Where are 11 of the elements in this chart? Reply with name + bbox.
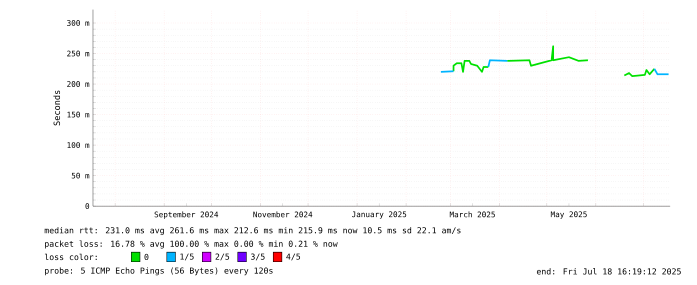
legend-label: 0: [144, 254, 148, 260]
legend-title: loss color:: [44, 254, 97, 260]
legend-label: 3/5: [250, 254, 265, 260]
text: end: Fri Jul 18 16:19:12 2025: [536, 268, 681, 275]
legend-label: 2/5: [216, 254, 230, 260]
text: probe: 5 ICMP Echo Pings (56 Bytes) every 120s: [45, 267, 273, 276]
text: packet loss: 16.78 % avg 100.00 % max 0.00 % min 0.21 % now: [45, 240, 338, 249]
legend-label: 4/5: [286, 254, 300, 260]
legend-label: 1/5: [180, 254, 194, 260]
y-axis-title: Seconds: [53, 90, 60, 126]
text: median rtt: 231.0 ms avg 261.6 ms max 212.6 ms min 215.9 ms now 10.5 ms sd 22.1 am/s: [44, 227, 461, 236]
